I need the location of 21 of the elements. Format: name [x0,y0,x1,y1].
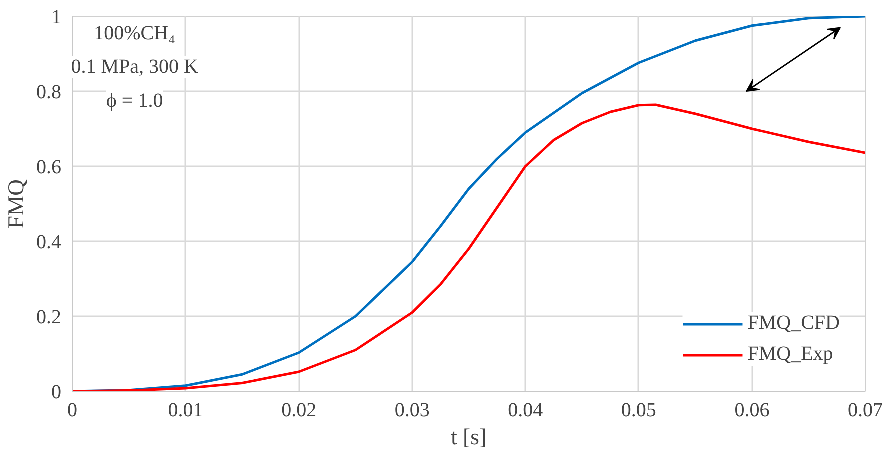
x-tick-label: 0.07 [848,400,883,422]
x-axis-title: t [s] [451,424,487,450]
y-tick-label: 1 [52,6,62,28]
annotation: 100%CH₄ [94,22,176,44]
x-tick-label: 0 [68,400,78,422]
y-tick-label: 0.8 [36,82,62,104]
x-tick-label: 0.05 [621,400,656,422]
legend-label: FMQ_Exp [748,343,834,366]
x-tick-label: 0.03 [394,400,430,422]
annotation: ϕ = 1.0 [106,90,164,112]
x-tick-label: 0.02 [282,400,317,422]
y-tick-label: 0.6 [36,156,62,178]
y-tick-label: 0.4 [36,232,62,254]
x-tick-label: 0.04 [508,400,544,422]
line-series [72,16,866,392]
y-tick-label: 0.2 [36,306,62,328]
x-tick-label: 0.01 [168,400,204,422]
x-tick-label: 0.06 [734,400,770,422]
legend-label: FMQ_CFD [748,312,840,335]
y-tick-label: 0 [52,382,62,404]
y-axis-title: FMQ [4,179,28,229]
